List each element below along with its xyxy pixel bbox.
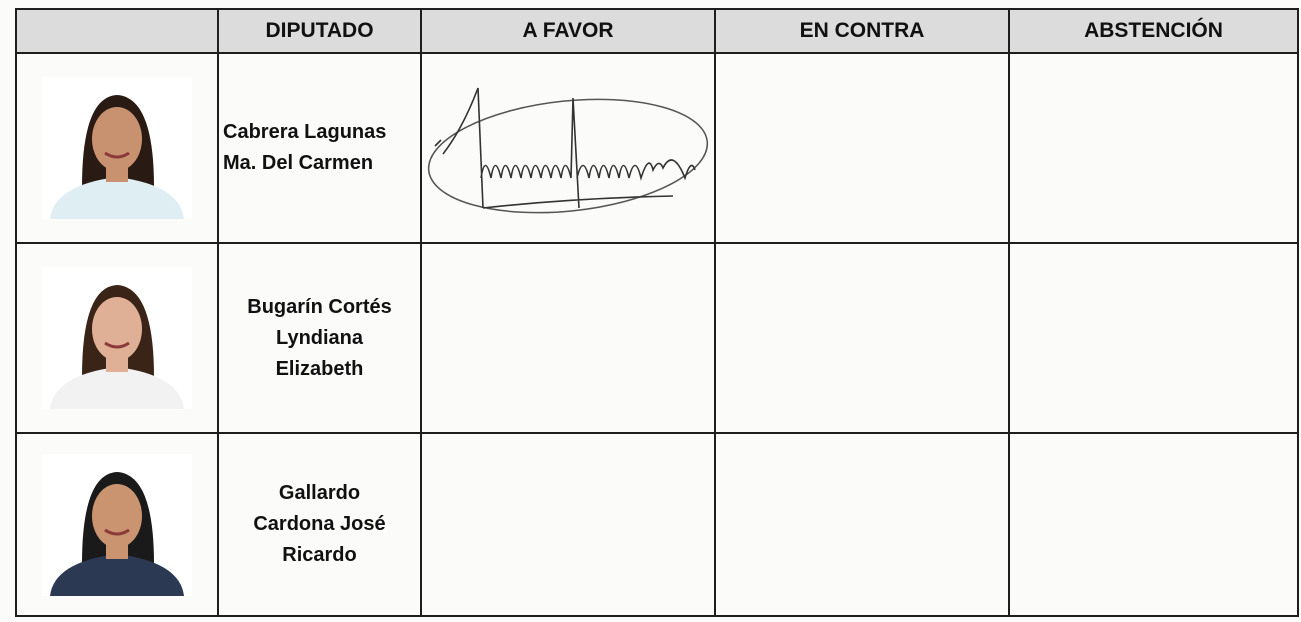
- deputy-name-line: Cardona José: [253, 513, 386, 535]
- name-cell: Cabrera Lagunas Ma. Del Carmen: [217, 52, 422, 244]
- deputy-name-line: Elizabeth: [275, 357, 364, 380]
- portrait: [42, 453, 192, 596]
- name-cell: Gallardo Cardona José Ricardo: [217, 432, 422, 617]
- deputy-name-line: Lyndiana: [275, 326, 364, 349]
- column-header: ABSTENCIÓN: [1008, 8, 1299, 54]
- portrait: [42, 77, 192, 219]
- deputy-name-line: Bugarín Cortés: [247, 295, 392, 318]
- name-cell: Bugarín Cortés Lyndiana Elizabeth: [217, 242, 422, 434]
- vote-cell: [1008, 242, 1299, 434]
- deputy-name-line: Gallardo: [278, 482, 361, 504]
- column-header: DIPUTADO: [217, 8, 422, 54]
- deputy-name-line: Ricardo: [282, 544, 357, 566]
- deputy-name-line: Cabrera Lagunas: [223, 121, 387, 143]
- column-header: EN CONTRA: [714, 8, 1010, 54]
- photo-cell: [15, 432, 219, 617]
- header-blank: [15, 8, 219, 54]
- column-header: A FAVOR: [420, 8, 716, 54]
- vote-cell: [714, 242, 1010, 434]
- vote-cell: [1008, 432, 1299, 617]
- vote-cell: [1008, 52, 1299, 244]
- photo-cell: [15, 52, 219, 244]
- vote-cell: [420, 52, 716, 244]
- deputy-name-line: Ma. Del Carmen: [223, 152, 374, 174]
- signature: [427, 87, 709, 214]
- portrait: [42, 267, 192, 409]
- vote-cell: [420, 432, 716, 617]
- vote-cell: [714, 432, 1010, 617]
- vote-cell: [714, 52, 1010, 244]
- vote-cell: [420, 242, 716, 434]
- photo-cell: [15, 242, 219, 434]
